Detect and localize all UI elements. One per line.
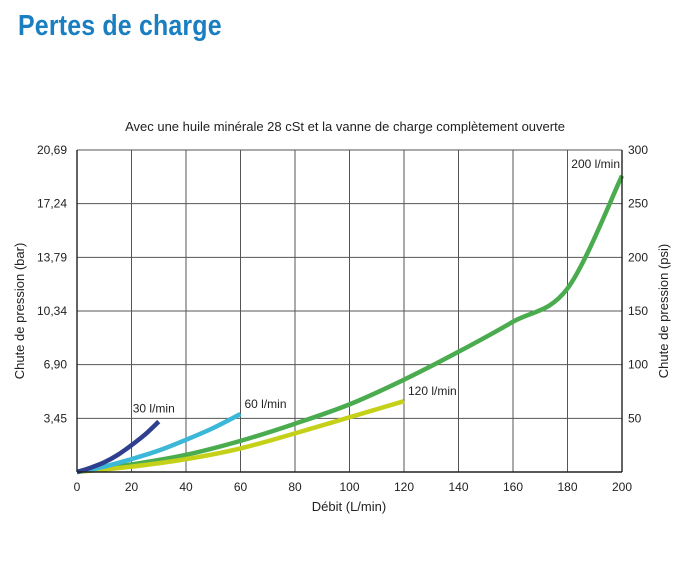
y-tick-label-left: 17,24: [37, 197, 67, 211]
x-tick-label: 180: [557, 480, 577, 494]
x-axis-label: Débit (L/min): [312, 499, 386, 514]
series-label: 60 l/min: [245, 397, 287, 411]
y-tick-label-left: 13,79: [37, 250, 67, 264]
x-tick-label: 60: [234, 480, 248, 494]
series-line-30-l-min: [76, 419, 161, 475]
y-tick-label-left: 3,45: [44, 411, 68, 425]
y-tick-label-right: 100: [628, 358, 648, 372]
series-label: 30 l/min: [133, 402, 175, 416]
x-tick-label: 200: [612, 480, 632, 494]
y-tick-label-left: 6,90: [44, 358, 68, 372]
series-label: 200 l/min: [571, 157, 620, 171]
y-tick-label-right: 150: [628, 304, 648, 318]
x-tick-label: 120: [394, 480, 414, 494]
page-title: Pertes de charge: [18, 10, 222, 42]
series-labels: 200 l/min 120 l/min 60 l/min 30 l/min: [133, 157, 620, 416]
x-tick-label: 160: [503, 480, 523, 494]
chart-title: Avec une huile minérale 28 cSt et la van…: [125, 119, 565, 134]
y-tick-label-right: 50: [628, 411, 642, 425]
series-line-120-l-min: [76, 399, 405, 475]
y-axis-label-left: Chute de pression (bar): [12, 243, 27, 380]
series-line-60-l-min: [76, 412, 242, 475]
x-tick-label: 80: [288, 480, 302, 494]
tick-labels: 0 20 40 60 80 100 120 140 160 180 200 3,45 50 6,90 100…: [37, 143, 648, 494]
x-tick-label: 40: [179, 480, 193, 494]
series-lines: [76, 174, 625, 475]
y-tick-label-left: 10,34: [37, 304, 67, 318]
series-label: 120 l/min: [408, 384, 457, 398]
series-line-200-l-min: [76, 174, 625, 475]
y-tick-label-left: 20,69: [37, 143, 67, 157]
x-tick-label: 140: [448, 480, 468, 494]
x-tick-label: 100: [339, 480, 359, 494]
axes: [76, 150, 623, 473]
x-tick-label: 20: [125, 480, 139, 494]
y-tick-label-right: 300: [628, 143, 648, 157]
x-tick-label: 0: [74, 480, 81, 494]
y-tick-label-right: 200: [628, 250, 648, 264]
y-tick-label-right: 250: [628, 197, 648, 211]
y-axis-label-right: Chute de pression (psi): [656, 244, 671, 378]
